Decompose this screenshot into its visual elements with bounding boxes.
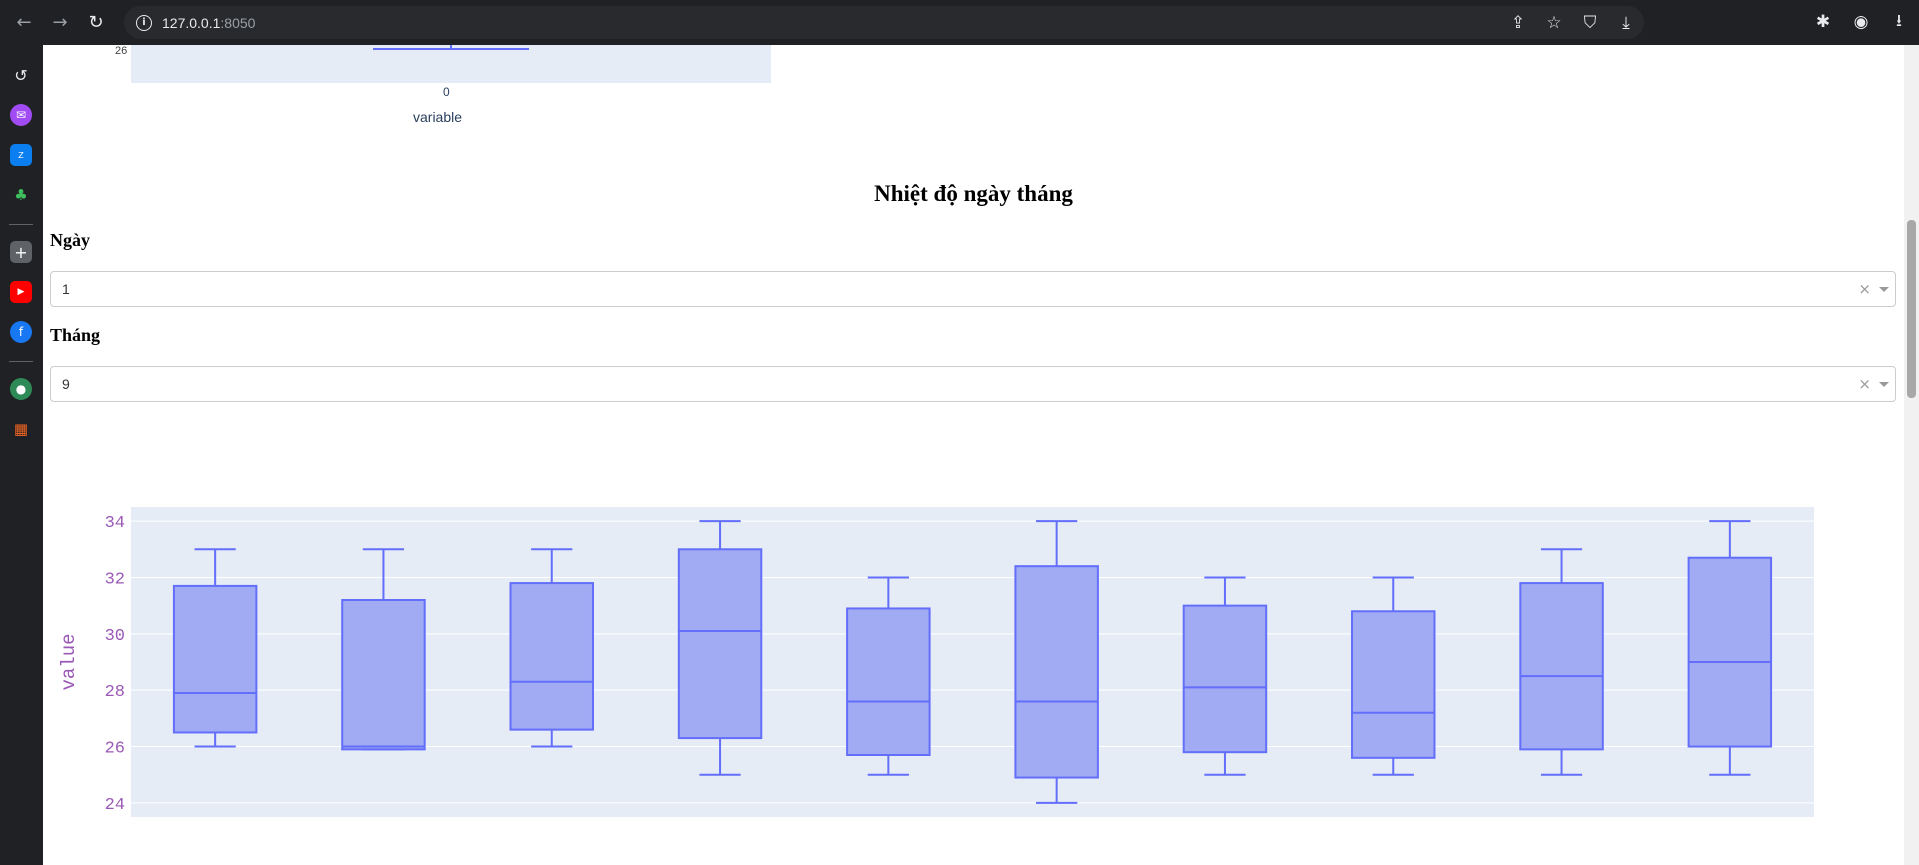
- box-10[interactable]: [1687, 520, 1773, 776]
- box-6[interactable]: [1014, 520, 1099, 804]
- add-app-icon[interactable]: +: [10, 241, 32, 263]
- address-bar[interactable]: i 127.0.0.1:8050 ⇪ ☆ ⛉ ⤓: [124, 6, 1644, 39]
- iqr-box: [509, 582, 594, 731]
- profile-icon[interactable]: ◉: [1853, 12, 1869, 32]
- box-4[interactable]: [677, 520, 763, 776]
- top-plot-area: [131, 45, 771, 83]
- sidebar-divider: [9, 224, 33, 225]
- box-7[interactable]: [1182, 576, 1268, 776]
- y-tick-label: 32: [105, 570, 125, 589]
- url-text[interactable]: 127.0.0.1:8050: [162, 15, 255, 31]
- iqr-box: [846, 607, 931, 756]
- y-tick-label: 24: [105, 796, 125, 815]
- url-host: 127.0.0.1: [162, 14, 221, 31]
- box-3[interactable]: [509, 548, 594, 748]
- install-download-icon[interactable]: ⤓: [1622, 12, 1630, 33]
- iqr-box: [1687, 556, 1773, 748]
- day-clear-icon[interactable]: ×: [1858, 280, 1871, 298]
- browser-toolbar: ← → ↻ i 127.0.0.1:8050 ⇪ ☆ ⛉ ⤓ ✱ ◉ ⭳: [0, 0, 1919, 45]
- extensions-icon[interactable]: ✱: [1815, 12, 1831, 32]
- messenger-icon[interactable]: ✉: [10, 104, 32, 126]
- top-plot-xlabel: variable: [413, 109, 463, 125]
- shop-icon[interactable]: ▦: [13, 420, 29, 438]
- temperature-box-chart: 24 26 28 30 32 34 value: [58, 507, 1814, 817]
- box-5[interactable]: [846, 576, 931, 776]
- back-icon[interactable]: ←: [16, 12, 32, 33]
- box-1[interactable]: [172, 548, 258, 748]
- sidebar-divider: [9, 361, 33, 362]
- iqr-box: [172, 584, 258, 734]
- month-clear-icon[interactable]: ×: [1858, 375, 1871, 393]
- y-tick-label: 28: [105, 683, 125, 702]
- globe-icon[interactable]: ●: [10, 378, 32, 400]
- top-plot-box-tick: [450, 45, 452, 49]
- box-8[interactable]: [1351, 576, 1436, 776]
- top-plot-xtick: 0: [443, 85, 450, 99]
- iqr-box: [677, 548, 763, 740]
- page-content: 26 0 variable Nhiệt độ ngày tháng Ngày 1…: [43, 45, 1904, 865]
- scrollbar-thumb[interactable]: [1907, 220, 1916, 398]
- gamepad-icon[interactable]: ♣: [14, 186, 28, 204]
- section-title: Nhiệt độ ngày tháng: [874, 181, 1073, 206]
- day-dropdown-arrow-icon[interactable]: [1879, 287, 1889, 292]
- day-dropdown-value: 1: [62, 281, 70, 297]
- box-9[interactable]: [1519, 548, 1604, 776]
- youtube-icon[interactable]: ▶: [10, 281, 32, 303]
- iqr-box: [1351, 610, 1436, 759]
- browser-sidebar: ↺ ✉ Z ♣ + ▶ f ● ▦: [0, 45, 43, 865]
- shield-icon[interactable]: ⛉: [1583, 12, 1597, 33]
- downloads-icon[interactable]: ⭳: [1896, 10, 1902, 31]
- bookmark-star-icon[interactable]: ☆: [1546, 12, 1562, 33]
- scrollbar-track[interactable]: [1904, 45, 1919, 865]
- top-plot-ytick: 26: [115, 45, 128, 57]
- box-2[interactable]: [341, 548, 426, 751]
- y-tick-label: 34: [105, 514, 125, 533]
- site-info-icon[interactable]: i: [136, 14, 152, 31]
- y-tick-label: 30: [105, 627, 125, 646]
- month-dropdown-value: 9: [62, 376, 70, 392]
- facebook-icon[interactable]: f: [10, 321, 32, 343]
- iqr-box: [341, 599, 426, 751]
- day-label: Ngày: [50, 230, 90, 250]
- reload-icon[interactable]: ↻: [88, 12, 104, 33]
- month-dropdown-arrow-icon[interactable]: [1879, 382, 1889, 387]
- iqr-box: [1014, 565, 1099, 779]
- day-dropdown[interactable]: 1 ×: [50, 271, 1896, 307]
- history-icon[interactable]: ↺: [14, 65, 28, 85]
- iqr-box: [1519, 582, 1604, 751]
- forward-icon[interactable]: →: [52, 12, 68, 33]
- top-plot-box-line: [373, 48, 529, 50]
- month-dropdown[interactable]: 9 ×: [50, 366, 1896, 402]
- share-icon[interactable]: ⇪: [1510, 12, 1526, 33]
- y-axis-label: value: [58, 633, 80, 690]
- url-port: :8050: [220, 14, 256, 31]
- month-label: Tháng: [50, 325, 101, 345]
- y-tick-label: 26: [105, 740, 125, 759]
- zalo-icon[interactable]: Z: [10, 144, 32, 166]
- iqr-box: [1182, 604, 1268, 754]
